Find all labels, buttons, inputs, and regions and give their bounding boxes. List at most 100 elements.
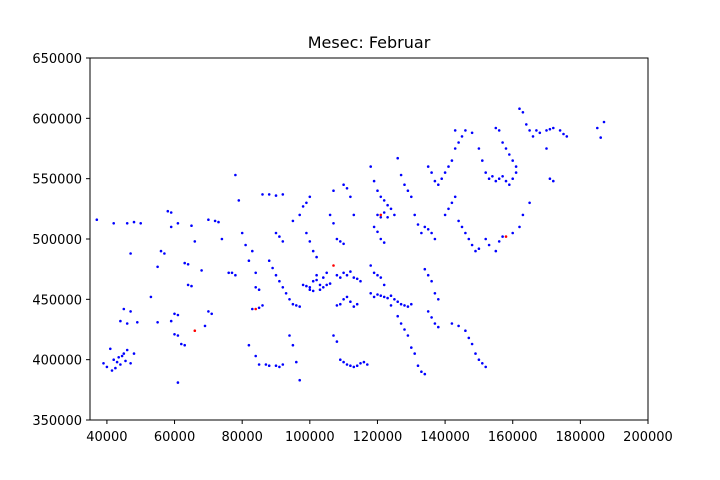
data-point: [288, 298, 291, 301]
data-point: [122, 307, 126, 311]
data-point: [274, 364, 278, 368]
data-point: [474, 249, 477, 253]
data-point: [332, 334, 335, 337]
data-point: [298, 305, 302, 308]
y-axis: 350000 400000 450000 500000 550000 600000 6500…: [32, 52, 90, 429]
data-point: [132, 352, 136, 355]
data-point: [305, 201, 308, 205]
data-point: [257, 288, 261, 292]
data-point: [105, 365, 109, 369]
data-point: [278, 279, 281, 283]
points-layer: [95, 107, 606, 384]
data-point: [447, 165, 450, 168]
data-point: [372, 225, 376, 229]
data-point: [156, 321, 159, 324]
x-tick-label: 140000: [420, 430, 470, 445]
data-point: [372, 271, 376, 275]
data-point: [464, 329, 467, 333]
data-point: [403, 304, 406, 307]
data-point: [114, 366, 117, 370]
data-point: [267, 364, 271, 368]
data-point: [376, 273, 379, 277]
data-point: [396, 314, 400, 318]
data-point: [406, 189, 410, 192]
x-tick-label: 40000: [86, 430, 127, 445]
data-point: [511, 159, 514, 162]
data-point: [538, 131, 542, 135]
data-point: [136, 321, 139, 324]
data-point: [345, 187, 349, 190]
data-point: [328, 213, 332, 217]
data-point: [261, 304, 264, 307]
data-point: [301, 205, 305, 208]
data-point: [426, 273, 430, 277]
data-point: [416, 364, 420, 368]
data-point: [176, 222, 180, 225]
data-point: [406, 334, 410, 337]
data-point: [308, 288, 312, 292]
data-point: [403, 328, 406, 331]
data-point: [430, 171, 433, 174]
data-point: [352, 365, 356, 369]
data-point: [406, 305, 410, 308]
data-point: [501, 235, 504, 238]
data-point: [251, 249, 254, 253]
data-point: [389, 207, 393, 211]
data-point: [139, 222, 142, 225]
data-point: [497, 177, 501, 180]
data-point: [399, 173, 403, 177]
data-point: [602, 120, 606, 124]
data-point: [386, 296, 389, 300]
data-point: [399, 302, 403, 306]
data-point: [433, 322, 437, 325]
data-point: [481, 362, 484, 365]
data-point: [355, 302, 359, 306]
data-point: [322, 276, 325, 279]
data-point: [251, 307, 254, 311]
data-point: [430, 279, 433, 283]
data-point: [457, 141, 460, 144]
data-point: [453, 147, 457, 150]
data-point: [460, 135, 464, 138]
data-point: [565, 135, 569, 138]
data-point: [281, 363, 285, 366]
data-point: [284, 292, 288, 295]
data-point: [298, 213, 302, 217]
data-point: [467, 237, 471, 241]
data-point: [366, 363, 369, 366]
data-point: [423, 225, 427, 229]
data-point: [548, 177, 552, 180]
data-point: [379, 294, 383, 298]
data-point: [430, 231, 433, 235]
data-point: [318, 288, 322, 292]
data-point: [149, 295, 153, 299]
data-point: [470, 243, 474, 247]
data-point: [240, 231, 244, 235]
data-point: [382, 241, 386, 244]
data-point: [325, 271, 329, 275]
data-point: [379, 195, 383, 199]
data-point: [470, 342, 474, 346]
data-point: [504, 179, 508, 183]
data-point: [119, 363, 122, 366]
data-point: [477, 247, 481, 250]
data-point: [369, 264, 373, 267]
data-point: [562, 132, 565, 136]
data-point: [487, 177, 491, 180]
data-point: [494, 126, 498, 130]
x-axis: 40000 60000 80000 100000 120000 140000 160000 1…: [86, 420, 673, 445]
data-point: [339, 276, 342, 279]
data-point: [203, 324, 207, 328]
x-tick-label: 180000: [556, 430, 606, 445]
data-point: [457, 219, 460, 223]
data-point: [450, 159, 454, 162]
data-point: [115, 360, 119, 364]
data-point: [389, 304, 393, 307]
data-point: [190, 284, 193, 288]
data-point: [508, 153, 511, 156]
data-point: [518, 107, 521, 110]
x-tick-label: 80000: [222, 430, 263, 445]
data-point: [437, 298, 440, 301]
y-tick-label: 400000: [32, 354, 82, 369]
data-point: [477, 358, 481, 362]
